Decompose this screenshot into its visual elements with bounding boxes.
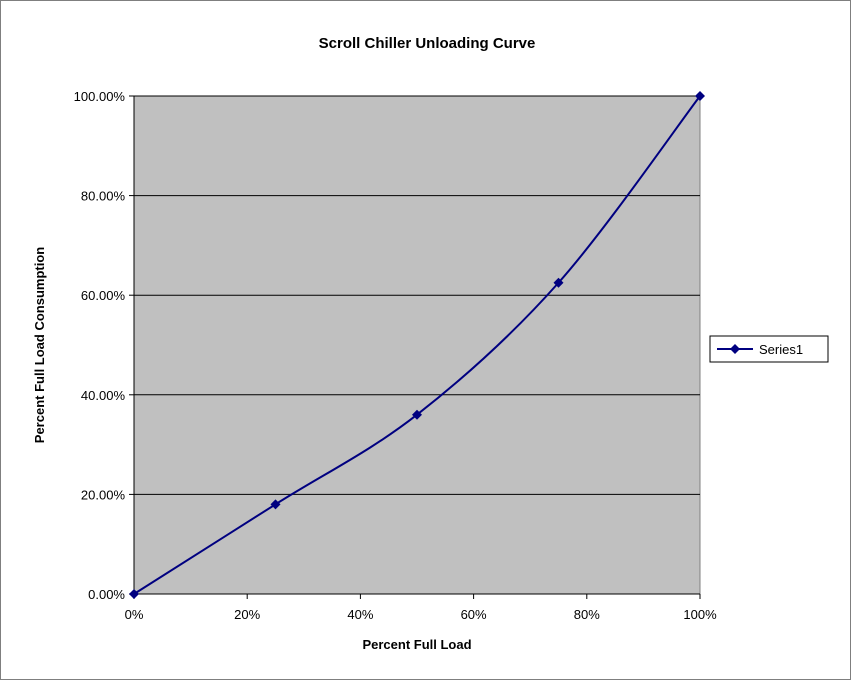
legend-series-label: Series1: [759, 342, 803, 357]
data-point: [270, 499, 281, 510]
gridlines: [133, 95, 700, 595]
y-axis-title: Percent Full Load Consumption: [32, 247, 47, 444]
y-tick-label: 0.00%: [88, 587, 125, 602]
data-point: [129, 589, 139, 599]
data-point: [695, 91, 705, 101]
y-axis-ticks: 0.00% 20.00% 40.00% 60.00% 80.00% 100.00%: [74, 89, 134, 602]
y-tick-label: 60.00%: [81, 288, 126, 303]
x-tick-label: 40%: [347, 607, 373, 622]
legend: Series1: [709, 335, 829, 363]
x-tick-label: 80%: [574, 607, 600, 622]
y-tick-label: 100.00%: [74, 89, 126, 104]
y-tick-label: 40.00%: [81, 388, 126, 403]
x-tick-label: 20%: [234, 607, 260, 622]
x-tick-label: 60%: [461, 607, 487, 622]
x-axis-title: Percent Full Load: [362, 637, 471, 652]
x-tick-label: 100%: [683, 607, 717, 622]
chart-title: Scroll Chiller Unloading Curve: [319, 35, 536, 52]
y-tick-label: 80.00%: [81, 189, 126, 204]
legend-series-marker: [730, 344, 740, 354]
plot-area: [133, 95, 701, 595]
data-point: [553, 277, 564, 288]
series-group: [129, 91, 705, 599]
x-axis-ticks: 0% 20% 40% 60% 80% 100%: [125, 594, 717, 622]
x-tick-label: 0%: [125, 607, 144, 622]
data-point: [412, 409, 422, 420]
series-line: [133, 95, 701, 595]
y-tick-label: 20.00%: [81, 487, 126, 502]
